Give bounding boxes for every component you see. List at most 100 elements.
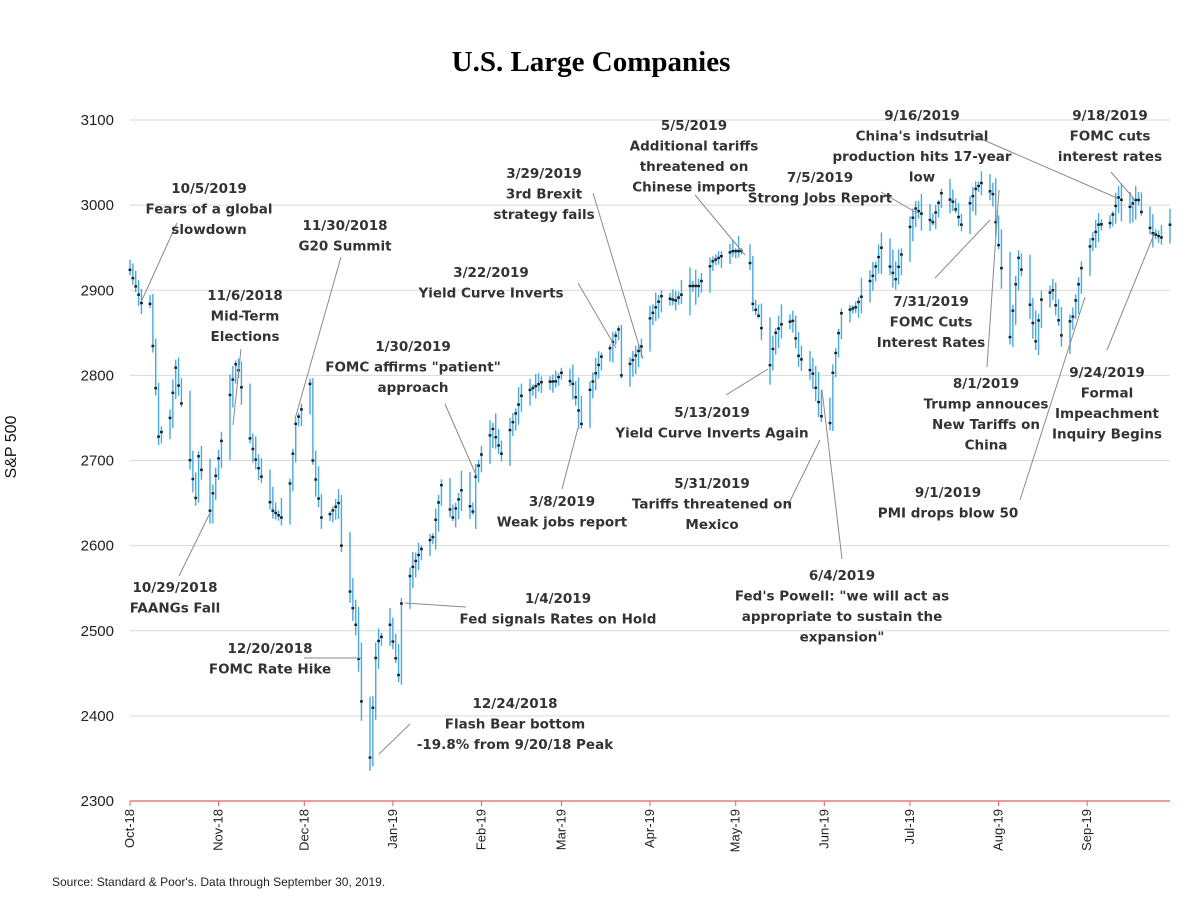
close-marker: [554, 380, 558, 383]
close-marker: [934, 211, 938, 214]
close-marker: [431, 535, 435, 539]
annotation-text: Impeachment: [1055, 406, 1159, 422]
close-marker: [477, 464, 480, 467]
annotation: 9/18/2019 FOMC cuts interest rates: [1058, 108, 1162, 165]
close-marker: [534, 384, 538, 388]
close-marker: [608, 346, 612, 350]
annotation-text: expansion": [800, 630, 885, 646]
annotation: 3/22/2019 Yield Curve Inverts: [417, 265, 563, 302]
close-marker: [640, 345, 643, 348]
close-marker: [388, 623, 392, 626]
annotation-text: 9/24/2019: [1069, 365, 1145, 381]
close-marker: [368, 756, 372, 759]
close-marker: [657, 300, 660, 303]
annotation-text: Tariffs threatened on: [632, 497, 792, 513]
close-marker: [440, 483, 443, 487]
close-marker: [1071, 315, 1075, 318]
annotation: 9/16/2019 China's indsutrial production hi…: [832, 108, 1011, 186]
annotation-leader: [694, 194, 746, 256]
x-tick-label: Mar-19: [553, 809, 568, 850]
close-marker: [428, 538, 432, 542]
close-marker: [734, 249, 738, 253]
annotation-text: FAANGs Fall: [130, 601, 220, 617]
close-marker: [760, 326, 763, 330]
close-marker: [691, 284, 695, 288]
annotation-text: 3/22/2019: [453, 265, 529, 281]
annotation-leader: [725, 368, 769, 396]
close-marker: [151, 344, 155, 348]
close-marker: [1117, 196, 1120, 199]
annotation-leader: [232, 348, 242, 426]
annotation-text: Flash Bear bottom: [445, 717, 585, 733]
close-marker: [500, 452, 503, 455]
annotation-text: 6/4/2019: [809, 568, 875, 584]
close-marker: [960, 223, 963, 226]
close-marker: [394, 657, 398, 660]
close-marker: [1037, 319, 1040, 322]
close-marker: [1137, 198, 1140, 202]
annotation: 5/31/2019 Tariffs threatened on Mexico: [632, 476, 792, 533]
annotation-text: FOMC affirms "patient": [325, 360, 501, 376]
annotation-text: 3rd Brexit: [506, 187, 583, 203]
close-marker: [654, 306, 658, 309]
close-marker: [1094, 230, 1098, 234]
close-marker: [134, 285, 138, 288]
close-marker: [1154, 233, 1158, 236]
close-marker: [600, 355, 603, 358]
close-marker: [337, 501, 340, 505]
close-marker: [768, 363, 772, 367]
close-marker: [791, 319, 795, 323]
close-marker: [380, 635, 383, 639]
close-marker: [848, 308, 852, 311]
close-marker: [777, 327, 780, 330]
close-marker: [891, 271, 895, 275]
close-marker: [494, 436, 498, 439]
close-marker: [928, 218, 932, 222]
annotation-text: G20 Summit: [298, 239, 392, 255]
close-marker: [894, 277, 898, 281]
annotation: 3/8/2019 Weak jobs report: [497, 494, 628, 531]
close-marker: [771, 347, 775, 351]
close-marker: [1140, 210, 1143, 214]
close-marker: [580, 422, 583, 426]
annotation-text: FOMC Cuts: [890, 315, 973, 331]
annotation-leader: [787, 439, 821, 506]
close-marker: [1148, 226, 1152, 230]
close-marker: [248, 437, 252, 440]
x-tick-label: Dec-18: [296, 809, 311, 851]
close-marker: [937, 201, 940, 205]
close-marker: [371, 706, 375, 709]
close-marker: [268, 501, 272, 504]
x-axis-ticks: Oct-18 Nov-18 Dec-18 Jan-19 Feb-19 Mar-19 Apr-…: [122, 801, 1094, 852]
close-marker: [574, 396, 578, 399]
annotation-leader: [577, 282, 617, 349]
annotation-text: 3/29/2019: [506, 166, 582, 182]
close-marker: [357, 657, 360, 661]
close-marker: [360, 700, 363, 703]
close-marker: [834, 351, 838, 355]
close-marker: [260, 475, 263, 478]
annotation: 8/1/2019 Trump annouces New Tariffs on Chin…: [924, 376, 1049, 454]
close-marker: [1014, 283, 1018, 286]
close-marker: [720, 255, 723, 258]
annotation-text: Yield Curve Inverts: [417, 286, 563, 302]
close-marker: [1017, 256, 1020, 260]
close-marker: [877, 255, 880, 259]
close-marker: [434, 518, 438, 522]
close-marker: [397, 673, 400, 677]
close-marker: [651, 311, 655, 315]
x-tick-label: Nov-18: [211, 809, 226, 851]
close-marker: [257, 466, 260, 470]
close-marker: [271, 509, 275, 512]
close-marker: [448, 508, 452, 511]
close-marker: [868, 279, 872, 283]
annotation-text: approach: [377, 380, 448, 396]
close-marker: [751, 302, 755, 306]
close-marker: [1051, 289, 1055, 292]
close-marker: [411, 565, 415, 569]
close-marker: [757, 314, 760, 317]
close-marker: [951, 200, 955, 203]
close-marker: [1034, 340, 1038, 343]
close-marker: [480, 453, 483, 456]
close-marker: [634, 354, 638, 357]
